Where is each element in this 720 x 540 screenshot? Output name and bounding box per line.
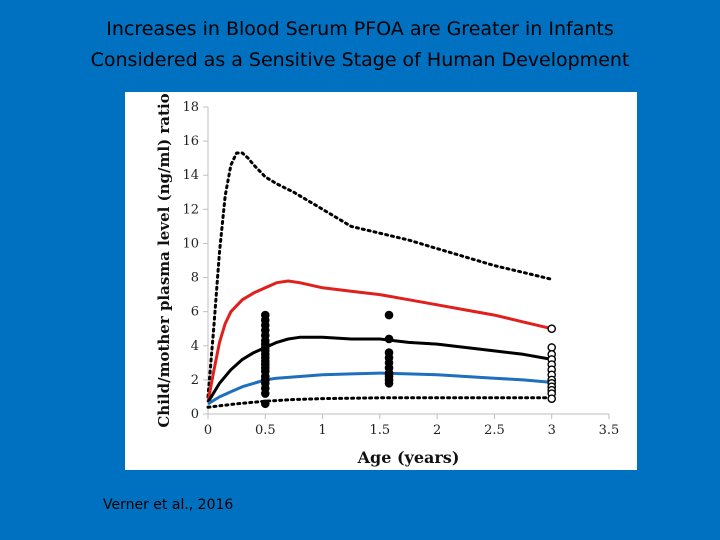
x-tick-label: 2: [433, 423, 441, 438]
x-tick-label: 3: [548, 423, 556, 438]
open-data-point: [547, 324, 557, 334]
x-tick-label: 1: [318, 423, 326, 438]
title-line-1: Increases in Blood Serum PFOA are Greate…: [106, 18, 614, 40]
y-axis-label: Child/mother plasma level (ng/ml) ratio: [155, 93, 173, 427]
y-tick-label: 16: [182, 134, 199, 149]
x-tick-label: 0: [204, 423, 212, 438]
title-line-2: Considered as a Sensitive Stage of Human…: [90, 49, 630, 71]
series-line-1: [206, 151, 554, 399]
x-tick-label: 0.5: [255, 423, 276, 438]
open-data-point: [547, 343, 557, 352]
series-line-5: [206, 396, 554, 409]
series-line-4: [207, 371, 552, 406]
filled-data-point: [260, 399, 270, 409]
filled-data-point: [260, 389, 270, 398]
chart-panel: 0 2 4 6 8 10 12 14 16 18 0 0.5 1 1.5 2 2.5 3 3.5 Age (year…: [125, 92, 637, 470]
chart-svg: 0 2 4 6 8 10 12 14 16 18 0 0.5 1 1.5 2 2.5 3 3.5 Age (year…: [155, 93, 620, 467]
series-line-2: [206, 279, 553, 403]
y-tick-label: 14: [182, 168, 199, 183]
open-data-point: [547, 394, 557, 403]
x-tick-label: 2.5: [484, 423, 505, 438]
y-tick-label: 4: [191, 339, 199, 354]
citation: Verner et al., 2016: [103, 497, 234, 513]
x-axis-label: Age (years): [357, 448, 460, 467]
slide-title: Increases in Blood Serum PFOA are Greate…: [40, 14, 680, 76]
filled-data-point: [384, 310, 394, 320]
y-tick-label: 2: [191, 373, 199, 388]
x-tick-label: 3.5: [599, 423, 620, 438]
y-tick-label: 6: [191, 305, 199, 320]
filled-data-point: [384, 378, 394, 388]
y-tick-label: 10: [182, 236, 199, 251]
filled-data-point: [384, 334, 394, 344]
series-line-3: [206, 335, 552, 403]
x-tick-label: 1.5: [370, 423, 391, 438]
y-tick-label: 12: [182, 202, 199, 217]
y-tick-label: 0: [191, 407, 199, 422]
y-tick-label: 18: [182, 100, 199, 115]
y-tick-label: 8: [191, 271, 199, 286]
